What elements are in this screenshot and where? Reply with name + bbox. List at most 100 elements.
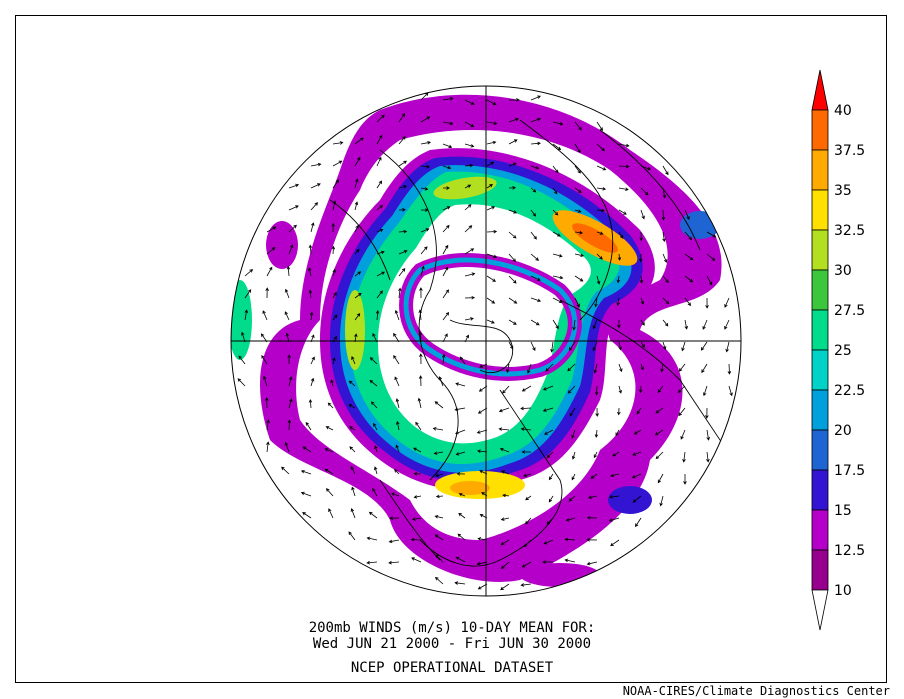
wind-arrow <box>464 317 474 321</box>
wind-arrow <box>574 143 581 154</box>
wind-arrow <box>486 253 498 259</box>
wind-arrow <box>241 331 246 343</box>
wind-arrow <box>476 429 488 434</box>
wind-arrow <box>640 363 644 371</box>
coastlines <box>329 119 741 567</box>
wind-arrow <box>266 226 277 233</box>
wind-arrow <box>398 208 406 212</box>
wind-arrow <box>486 99 497 106</box>
wind-arrow <box>508 253 517 263</box>
colorbar-swatch <box>811 229 829 271</box>
colorbar-swatch <box>811 469 829 511</box>
wind-arrow <box>398 250 408 255</box>
wind-arrow <box>508 275 517 284</box>
wind-arrow <box>682 451 686 463</box>
wind-arrow <box>520 583 532 587</box>
wind-arrow <box>464 272 476 277</box>
wind-arrow <box>662 297 670 305</box>
wind-arrow <box>376 290 383 299</box>
wind-arrow <box>660 363 664 373</box>
wind-arrow <box>284 311 290 321</box>
wind-arrow <box>571 473 576 481</box>
wind-arrow <box>569 341 576 351</box>
wind-arrow <box>574 230 584 235</box>
wind-arrow <box>635 517 642 528</box>
wind-arrow <box>608 495 620 499</box>
wind-arrow <box>486 229 498 234</box>
wind-arrow <box>684 275 694 283</box>
wind-arrow <box>565 517 576 522</box>
wind-arrow <box>552 319 559 330</box>
colorbar-label: 37.5 <box>834 143 865 159</box>
wind-arrow <box>284 288 290 299</box>
wind-arrow <box>374 445 378 453</box>
wind-arrow <box>351 486 356 497</box>
wind-arrow <box>530 341 536 351</box>
wind-arrow <box>244 289 252 299</box>
wind-arrow <box>706 231 717 238</box>
wind-arrow <box>615 429 620 437</box>
wind-arrow <box>454 581 466 585</box>
wind-arrow <box>552 275 564 280</box>
wind-arrow <box>264 397 269 409</box>
wind-arrow <box>499 447 510 453</box>
wind-arrow <box>349 426 356 431</box>
wind-arrow <box>508 209 518 214</box>
wind-arrow <box>552 297 563 303</box>
wind-arrow <box>288 183 300 189</box>
wind-arrow <box>442 121 454 126</box>
wind-arrow <box>308 244 313 255</box>
wind-arrow <box>486 275 497 282</box>
wind-arrow <box>530 297 542 303</box>
wind-arrow <box>508 319 517 325</box>
wind-arrow <box>354 201 359 211</box>
wind-arrow <box>596 121 603 131</box>
wind-arrow <box>530 209 537 217</box>
wind-arrow <box>281 466 290 475</box>
wind-arrow <box>372 487 378 497</box>
wind-arrow <box>545 363 554 372</box>
wind-arrow <box>594 429 599 438</box>
wind-arrow <box>677 385 686 393</box>
colorbar-label: 27.5 <box>834 303 865 319</box>
wind-arrow <box>486 319 495 324</box>
wind-arrow <box>354 137 364 145</box>
wind-arrow <box>238 355 246 365</box>
wind-arrow <box>618 187 629 191</box>
wind-arrow <box>284 441 290 453</box>
wind-arrow <box>354 178 359 189</box>
wind-arrow <box>442 244 449 255</box>
wind-arrow <box>434 576 444 585</box>
wind-arrow <box>702 319 708 330</box>
wind-arrow <box>266 441 270 453</box>
wind-arrow <box>332 357 336 365</box>
wind-arrow <box>683 474 687 485</box>
wind-arrow <box>640 187 649 196</box>
wind-arrow <box>700 341 708 351</box>
wind-arrow <box>725 341 730 353</box>
wind-arrow <box>398 113 406 123</box>
wind-arrow <box>618 385 622 394</box>
wind-arrow <box>310 222 315 233</box>
colorbar-swatch <box>811 549 829 591</box>
wind-arrow <box>477 449 488 454</box>
wind-arrow <box>375 309 380 321</box>
wind-arrow <box>310 162 322 167</box>
wind-arrow <box>418 331 423 343</box>
wind-arrow <box>530 117 542 123</box>
wind-arrow <box>486 297 496 304</box>
wind-arrow <box>508 297 518 304</box>
wind-arrow <box>331 245 336 255</box>
wind-arrow <box>592 341 598 352</box>
colorbar-swatch <box>811 149 829 191</box>
wind-arrow <box>552 165 559 174</box>
wind-arrow <box>586 561 598 566</box>
wind-arrow <box>486 206 496 211</box>
wind-arrow <box>420 265 425 277</box>
wind-arrow <box>521 561 532 568</box>
wind-arrow <box>728 385 733 397</box>
wind-arrow <box>506 363 510 374</box>
wind-arrow <box>593 363 598 374</box>
wind-arrow <box>442 224 450 233</box>
wind-arrow <box>324 468 334 475</box>
